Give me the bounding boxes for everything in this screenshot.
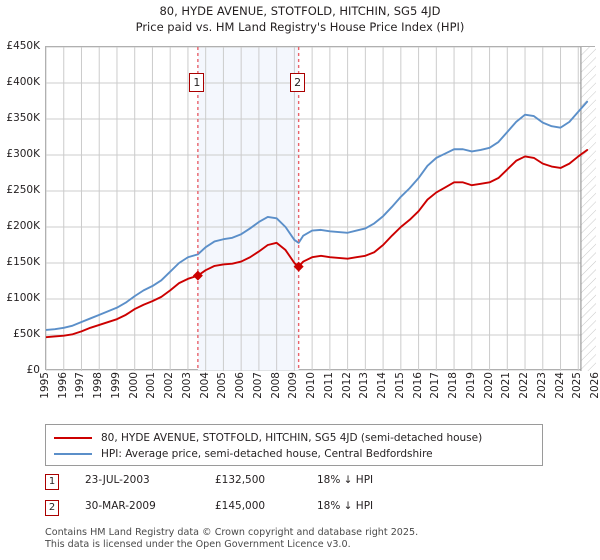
- transaction-hpi-delta-2: 18% ↓ HPI: [317, 500, 374, 512]
- x-axis-tick: 2023: [535, 372, 548, 399]
- x-axis-tick: 2004: [198, 372, 211, 399]
- x-axis-tick: 2007: [251, 372, 264, 399]
- x-axis-tick: 2015: [393, 372, 406, 399]
- x-axis-tick: 2026: [589, 372, 600, 399]
- x-axis: 1995 1996 1997 1998 1999 2000 2001 2002 2003 2004…: [39, 372, 600, 416]
- table-row: 2 30-MAR-2009 £145,000 18% ↓ HPI: [45, 500, 545, 526]
- y-axis-tick: £100K: [6, 292, 40, 304]
- x-axis-tick: 1996: [56, 372, 69, 399]
- x-axis-tick: 2005: [216, 372, 229, 399]
- table-row: 1 23-JUL-2003 £132,500 18% ↓ HPI: [45, 474, 545, 500]
- transactions-table: 1 23-JUL-2003 £132,500 18% ↓ HPI 2 30-MA…: [45, 474, 545, 526]
- x-axis-tick: 2011: [322, 372, 335, 399]
- x-axis-tick: 2013: [358, 372, 371, 399]
- y-axis-tick: £300K: [6, 148, 40, 160]
- copyright-footer: Contains HM Land Registry data © Crown c…: [45, 527, 565, 550]
- chart-canvas: [46, 47, 596, 371]
- footer-line-2: This data is licensed under the Open Gov…: [45, 538, 351, 550]
- transaction-price-1: £132,500: [215, 474, 266, 486]
- x-axis-tick: 1999: [109, 372, 122, 399]
- y-axis-tick: £200K: [6, 220, 40, 232]
- legend-swatch-hpi: [54, 453, 92, 455]
- legend-label-price-paid: 80, HYDE AVENUE, STOTFOLD, HITCHIN, SG5 …: [101, 432, 483, 444]
- x-axis-tick: 2003: [180, 372, 193, 399]
- transaction-date-2: 30-MAR-2009: [85, 500, 156, 512]
- x-axis-tick: 1997: [74, 372, 87, 399]
- footer-line-1: Contains HM Land Registry data © Crown c…: [45, 527, 419, 538]
- transaction-index-2: 2: [45, 500, 59, 516]
- x-axis-tick: 2025: [571, 372, 584, 399]
- x-axis-tick: 2000: [127, 372, 140, 399]
- x-axis-tick: 2009: [287, 372, 300, 399]
- y-axis-tick: £50K: [13, 328, 40, 340]
- legend-item-price-paid: 80, HYDE AVENUE, STOTFOLD, HITCHIN, SG5 …: [54, 430, 534, 446]
- transaction-price-2: £145,000: [215, 500, 266, 512]
- y-axis-tick: £0: [26, 364, 40, 376]
- x-axis-tick: 2020: [482, 372, 495, 399]
- transaction-hpi-delta-1: 18% ↓ HPI: [317, 474, 374, 486]
- y-axis-tick: £250K: [6, 184, 40, 196]
- x-axis-tick: 1995: [39, 372, 51, 399]
- x-axis-tick: 2014: [376, 372, 389, 399]
- annotation-flag-2: 2: [290, 73, 306, 92]
- page-title: 80, HYDE AVENUE, STOTFOLD, HITCHIN, SG5 …: [159, 4, 441, 18]
- chart-title-block: 80, HYDE AVENUE, STOTFOLD, HITCHIN, SG5 …: [0, 4, 600, 35]
- y-axis-tick: £350K: [6, 112, 40, 124]
- x-axis-tick: 2024: [553, 372, 566, 399]
- x-axis-tick: 2021: [500, 372, 513, 399]
- x-axis-tick: 2012: [340, 372, 353, 399]
- x-axis-tick: 2002: [163, 372, 176, 399]
- transaction-date-1: 23-JUL-2003: [85, 474, 150, 486]
- y-axis: £0 £50K £100K £150K £200K £250K £300K £350K £400…: [0, 40, 43, 376]
- x-axis-tick: 2006: [234, 372, 247, 399]
- x-axis-tick: 2001: [145, 372, 158, 399]
- x-axis-tick: 2008: [269, 372, 282, 399]
- y-axis-tick: £150K: [6, 256, 40, 268]
- page-subtitle: Price paid vs. HM Land Registry's House …: [135, 20, 465, 34]
- chart-legend: 80, HYDE AVENUE, STOTFOLD, HITCHIN, SG5 …: [45, 424, 543, 466]
- y-axis-tick: £400K: [6, 76, 40, 88]
- y-axis-tick: £450K: [6, 40, 40, 52]
- annotation-flag-1: 1: [189, 73, 205, 92]
- legend-item-hpi: HPI: Average price, semi-detached house,…: [54, 446, 534, 462]
- x-axis-tick: 1998: [92, 372, 105, 399]
- x-axis-tick: 2010: [305, 372, 318, 399]
- transaction-index-1: 1: [45, 474, 59, 490]
- x-axis-tick: 2016: [411, 372, 424, 399]
- x-axis-tick: 2019: [464, 372, 477, 399]
- x-axis-tick: 2022: [518, 372, 531, 399]
- legend-label-hpi: HPI: Average price, semi-detached house,…: [101, 448, 433, 460]
- x-axis-tick: 2018: [447, 372, 460, 399]
- x-axis-tick: 2017: [429, 372, 442, 399]
- legend-swatch-price-paid: [54, 437, 92, 439]
- plot-frame: [45, 46, 596, 371]
